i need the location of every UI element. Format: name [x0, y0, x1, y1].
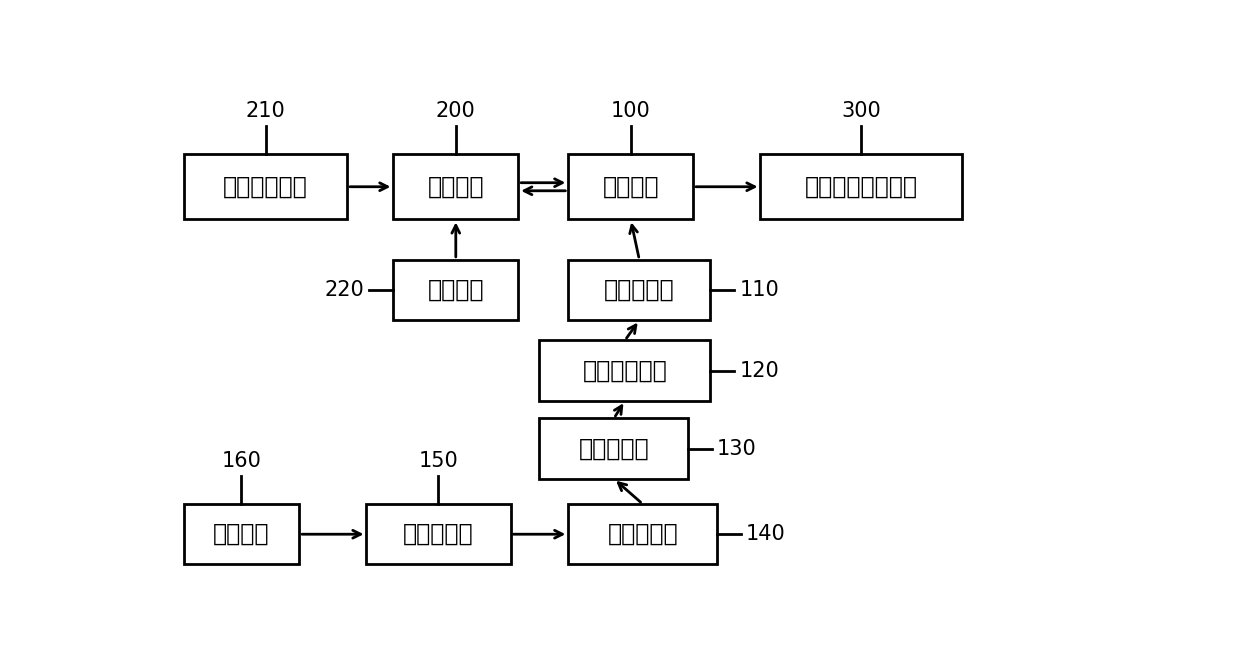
Bar [539, 340, 711, 401]
Bar [184, 504, 299, 564]
Text: 差分放大器: 差分放大器 [403, 523, 474, 546]
Text: 200: 200 [436, 101, 476, 121]
Bar [393, 154, 518, 220]
Bar [568, 504, 717, 564]
Text: 140: 140 [746, 525, 786, 544]
Text: 220: 220 [325, 280, 365, 300]
Text: 电源模块: 电源模块 [428, 175, 484, 199]
Bar [367, 504, 511, 564]
Bar [568, 154, 693, 220]
Text: 110: 110 [739, 280, 779, 300]
Text: 300: 300 [842, 101, 882, 121]
Text: 控制模块: 控制模块 [603, 175, 658, 199]
Text: 120: 120 [739, 360, 779, 381]
Text: 低通滤波器: 低通滤波器 [579, 437, 650, 460]
Text: 无线数据传输模块: 无线数据传输模块 [805, 175, 918, 199]
Text: 肌电电极: 肌电电极 [213, 523, 270, 546]
Bar [539, 419, 688, 479]
Text: 工频陷波器: 工频陷波器 [604, 278, 675, 302]
Text: 热电模块: 热电模块 [428, 278, 484, 302]
Text: 100: 100 [611, 101, 651, 121]
Text: 150: 150 [419, 451, 459, 472]
Text: 无线充电模块: 无线充电模块 [223, 175, 308, 199]
Bar [393, 260, 518, 320]
Text: 电平抬高模块: 电平抬高模块 [583, 358, 667, 383]
Text: 210: 210 [246, 101, 285, 121]
Text: 高通滤波器: 高通滤波器 [608, 523, 678, 546]
Bar [760, 154, 962, 220]
Text: 130: 130 [717, 439, 756, 458]
Text: 160: 160 [222, 451, 262, 472]
Bar [568, 260, 711, 320]
Bar [184, 154, 347, 220]
